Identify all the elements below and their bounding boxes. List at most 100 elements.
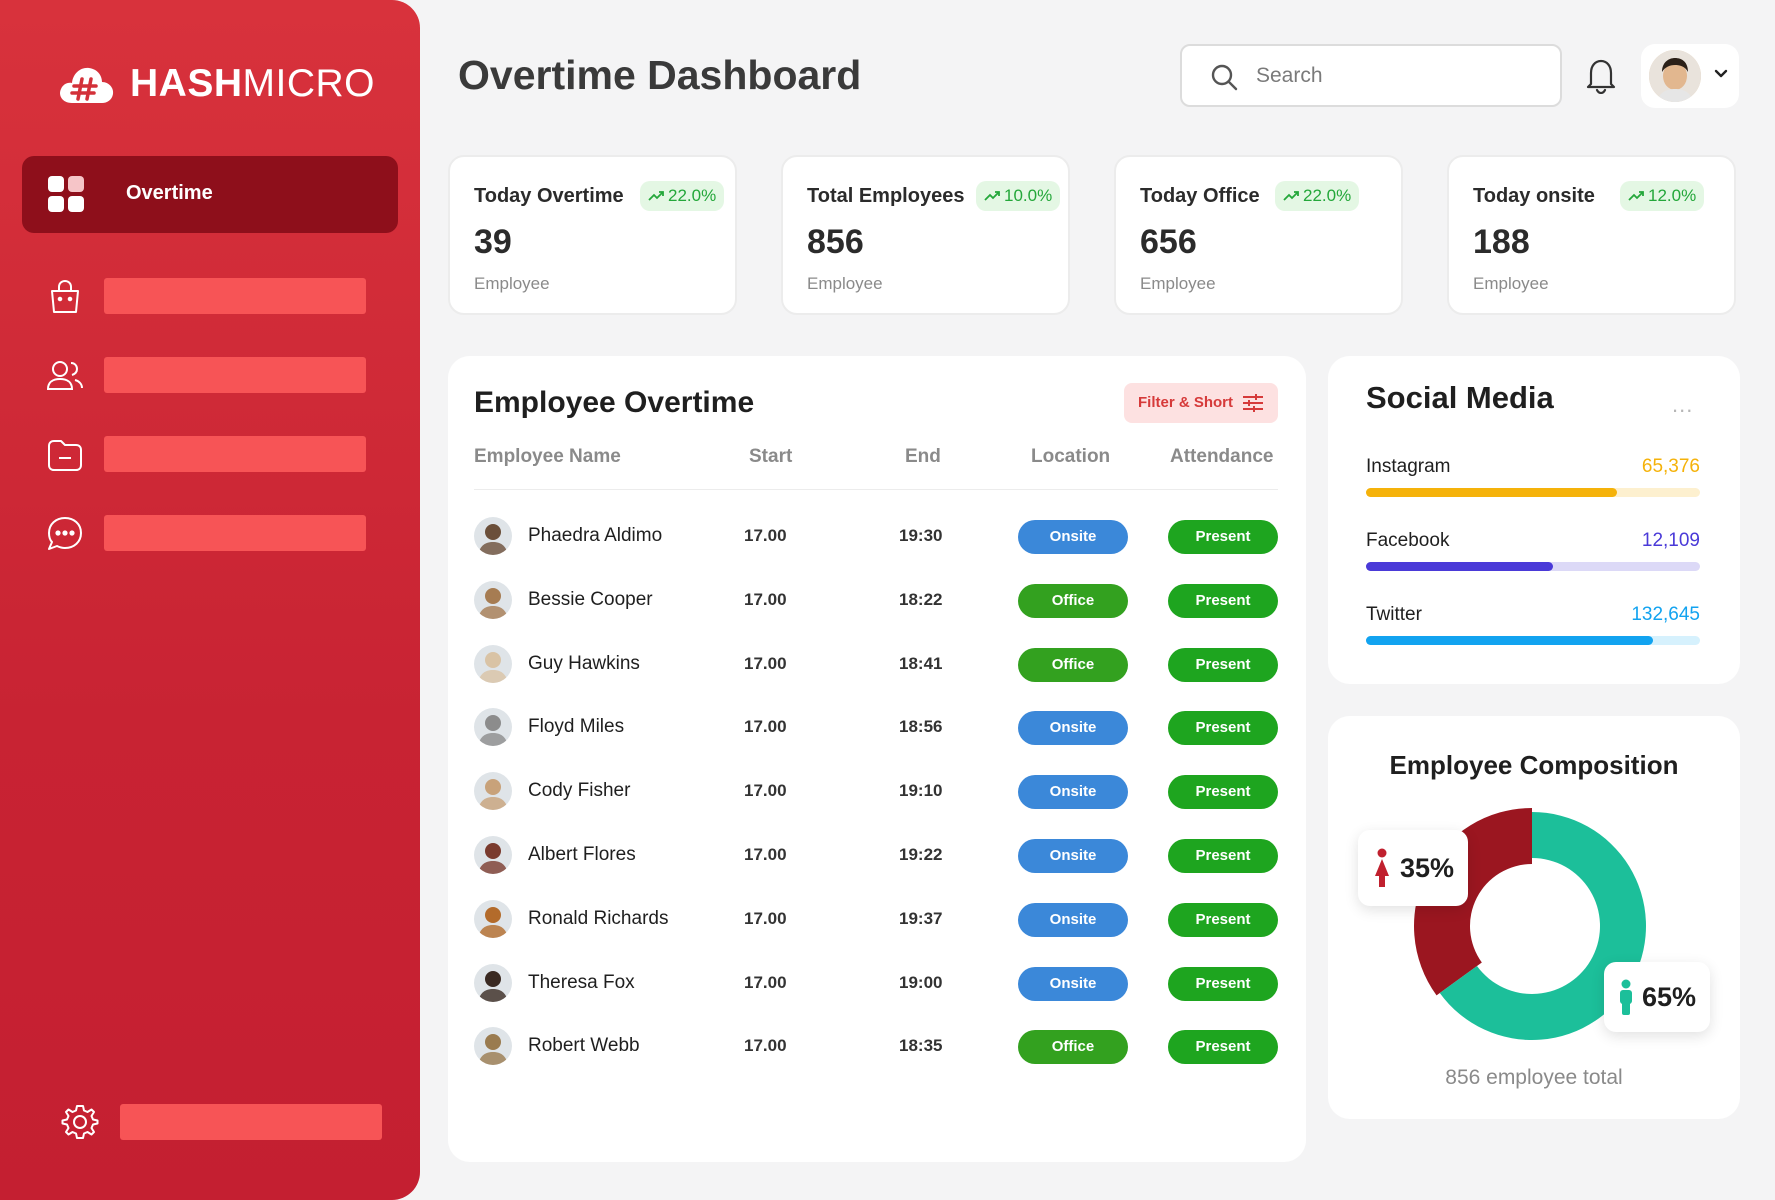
column-header-location[interactable]: Location — [1031, 446, 1111, 467]
employee-name[interactable]: Phaedra Aldimo — [528, 525, 663, 546]
location-badge: Office — [1018, 647, 1128, 682]
start-time: 17.00 — [744, 972, 787, 992]
filter-sort-label: Filter & Short — [1138, 394, 1234, 411]
employee-name[interactable]: Ronald Richards — [528, 907, 669, 929]
table-row[interactable]: Ronald Richards 17.00 19:37 Onsite Present — [474, 892, 1278, 948]
trend-up-icon — [1283, 191, 1299, 201]
employee-composition-panel: Employee Composition 35% 65% 856 employe… — [1328, 716, 1740, 1119]
column-header-employee-name[interactable]: Employee Name — [474, 446, 621, 467]
trend-badge: 22.0% — [1275, 181, 1360, 211]
page-title: Overtime Dashboard — [458, 52, 862, 98]
end-time: 19:30 — [899, 526, 943, 545]
start-time: 17.00 — [744, 845, 787, 864]
hashmicro-logo-icon — [60, 67, 114, 103]
search-icon — [1211, 64, 1238, 91]
end-time: 19:22 — [899, 845, 943, 864]
sidebar-item-overtime[interactable]: Overtime — [22, 156, 398, 233]
social-progress-track — [1366, 636, 1700, 645]
more-options-icon[interactable]: ... — [1672, 392, 1694, 417]
employee-name[interactable]: Bessie Cooper — [528, 588, 653, 610]
avatar — [474, 1027, 512, 1066]
search-input[interactable] — [1256, 58, 1536, 94]
location-badge: Onsite — [1018, 775, 1128, 810]
logo[interactable]: HASHMICRO — [58, 62, 375, 106]
table-row[interactable]: Bessie Cooper 17.00 18:22 Office Present — [474, 573, 1278, 629]
female-icon — [1375, 848, 1389, 887]
table-row[interactable]: Albert Flores 17.00 19:22 Onsite Present — [474, 828, 1278, 884]
shopping-bag-icon — [51, 279, 79, 313]
attendance-badge: Present — [1168, 1030, 1278, 1065]
panel-title: Employee Overtime — [474, 386, 755, 419]
column-header-start[interactable]: Start — [749, 446, 793, 467]
stat-value: 856 — [807, 223, 864, 261]
social-name: Twitter — [1366, 604, 1422, 625]
sidebar-item-4[interactable] — [44, 507, 376, 555]
location-badge: Office — [1018, 1030, 1128, 1065]
grid-icon — [48, 176, 84, 212]
logo-text: HASHMICRO — [130, 62, 376, 105]
social-media-panel: Social Media ... Instagram 65,376 Facebook… — [1328, 356, 1740, 684]
sidebar-item-placeholder — [104, 515, 366, 551]
stat-value: 39 — [474, 223, 512, 261]
table-row[interactable]: Robert Webb 17.00 18:35 Office Present — [474, 1019, 1278, 1075]
sidebar-item-placeholder — [104, 357, 366, 393]
avatar — [474, 963, 512, 1002]
start-time: 17.00 — [744, 526, 787, 545]
gear-icon — [61, 1105, 99, 1139]
sidebar-item-3[interactable] — [44, 428, 376, 476]
table-row[interactable]: Theresa Fox 17.00 19:00 Onsite Present — [474, 956, 1278, 1012]
table-row[interactable]: Floyd Miles 17.00 18:56 Onsite Present — [474, 700, 1278, 756]
employee-name[interactable]: Cody Fisher — [528, 780, 631, 802]
end-time: 19:00 — [899, 972, 943, 992]
trend-up-icon — [1628, 191, 1644, 201]
end-time: 18:35 — [899, 1036, 943, 1056]
table-row[interactable]: Cody Fisher 17.00 19:10 Onsite Present — [474, 764, 1278, 820]
stat-label: Total Employees — [807, 185, 965, 207]
stat-card-today-office: Today Office 22.0% 656 Employee — [1114, 155, 1403, 315]
filter-sort-button[interactable]: Filter & Short — [1124, 383, 1278, 423]
employee-name[interactable]: Albert Flores — [528, 844, 636, 865]
composition-title: Employee Composition — [1389, 750, 1679, 780]
sidebar-item-placeholder — [104, 278, 366, 314]
avatar — [474, 772, 512, 811]
stat-unit: Employee — [807, 274, 883, 293]
chevron-down-icon — [1714, 69, 1728, 78]
column-header-attendance[interactable]: Attendance — [1170, 446, 1274, 467]
trend-badge: 10.0% — [976, 181, 1061, 211]
social-progress-fill — [1366, 636, 1654, 645]
social-value: 65,376 — [1641, 456, 1700, 477]
location-badge: Onsite — [1018, 520, 1128, 554]
table-row[interactable]: Phaedra Aldimo 17.00 19:30 Onsite Present — [474, 509, 1278, 565]
start-time: 17.00 — [744, 653, 787, 673]
divider — [474, 489, 1278, 490]
avatar — [1649, 50, 1701, 102]
location-badge: Onsite — [1018, 839, 1128, 873]
sidebar-item-1[interactable] — [44, 270, 376, 318]
social-progress-fill — [1366, 562, 1554, 571]
end-time: 19:10 — [899, 781, 943, 801]
sliders-icon — [1243, 394, 1263, 412]
location-badge: Office — [1018, 583, 1128, 618]
column-header-end[interactable]: End — [905, 446, 941, 467]
stat-unit: Employee — [1140, 274, 1216, 293]
sidebar-item-label: Overtime — [126, 182, 213, 204]
sidebar-item-2[interactable] — [44, 349, 376, 397]
male-icon — [1620, 979, 1632, 1015]
sidebar-item-settings[interactable] — [60, 1100, 390, 1144]
employee-name[interactable]: Guy Hawkins — [528, 652, 640, 674]
employee-name[interactable]: Floyd Miles — [528, 716, 625, 738]
location-badge: Onsite — [1018, 966, 1128, 1001]
sidebar-item-placeholder — [120, 1104, 382, 1140]
social-progress-fill — [1366, 488, 1617, 497]
employee-name[interactable]: Robert Webb — [528, 1035, 640, 1057]
avatar — [474, 708, 512, 747]
profile-menu[interactable] — [1641, 44, 1739, 108]
male-percentage: 65% — [1642, 981, 1697, 1012]
bell-icon[interactable] — [1584, 56, 1618, 94]
search-box[interactable] — [1180, 44, 1562, 107]
start-time: 17.00 — [744, 1036, 787, 1056]
table-row[interactable]: Guy Hawkins 17.00 18:41 Office Present — [474, 637, 1278, 693]
female-percentage-card: 35% — [1358, 830, 1469, 906]
attendance-badge: Present — [1168, 902, 1278, 937]
employee-name[interactable]: Theresa Fox — [528, 971, 635, 993]
